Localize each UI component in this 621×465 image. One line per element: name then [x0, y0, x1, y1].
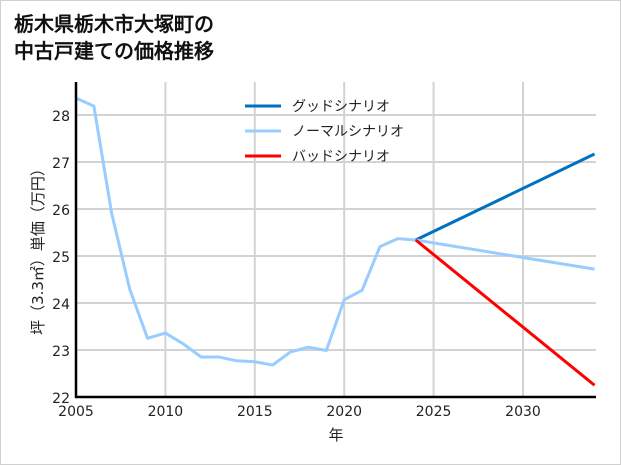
y-tick-label: 26	[52, 203, 70, 219]
title-line-2: 中古戸建ての価格推移	[14, 39, 214, 63]
x-tick-label: 2015	[237, 404, 273, 420]
y-tick-label: 22	[52, 391, 70, 407]
series-line	[415, 152, 596, 242]
series-line	[415, 238, 595, 271]
y-tick-label: 24	[52, 297, 70, 313]
legend-label: グッドシナリオ	[292, 99, 390, 115]
x-axis-label: 年	[328, 426, 343, 444]
y-tick-label: 28	[52, 109, 70, 125]
chart-title: 栃木県栃木市大塚町の 中古戸建ての価格推移	[14, 11, 214, 65]
y-tick-label: 25	[52, 250, 70, 266]
title-line-1: 栃木県栃木市大塚町の	[14, 12, 214, 36]
x-tick-label: 2005	[58, 404, 94, 420]
series-line	[414, 238, 596, 387]
y-tick-label: 27	[52, 156, 70, 172]
x-tick-label: 2025	[416, 404, 452, 420]
x-tick-label: 2030	[505, 404, 541, 420]
y-axis-label: 坪（3.3㎡）単価（万円）	[29, 161, 47, 335]
y-tick-label: 23	[52, 344, 70, 360]
legend-label: ノーマルシナリオ	[292, 124, 404, 140]
x-tick-label: 2010	[148, 404, 184, 420]
legend-label: バッドシナリオ	[292, 149, 390, 165]
x-tick-label: 2020	[326, 404, 362, 420]
series-line	[75, 96, 416, 367]
